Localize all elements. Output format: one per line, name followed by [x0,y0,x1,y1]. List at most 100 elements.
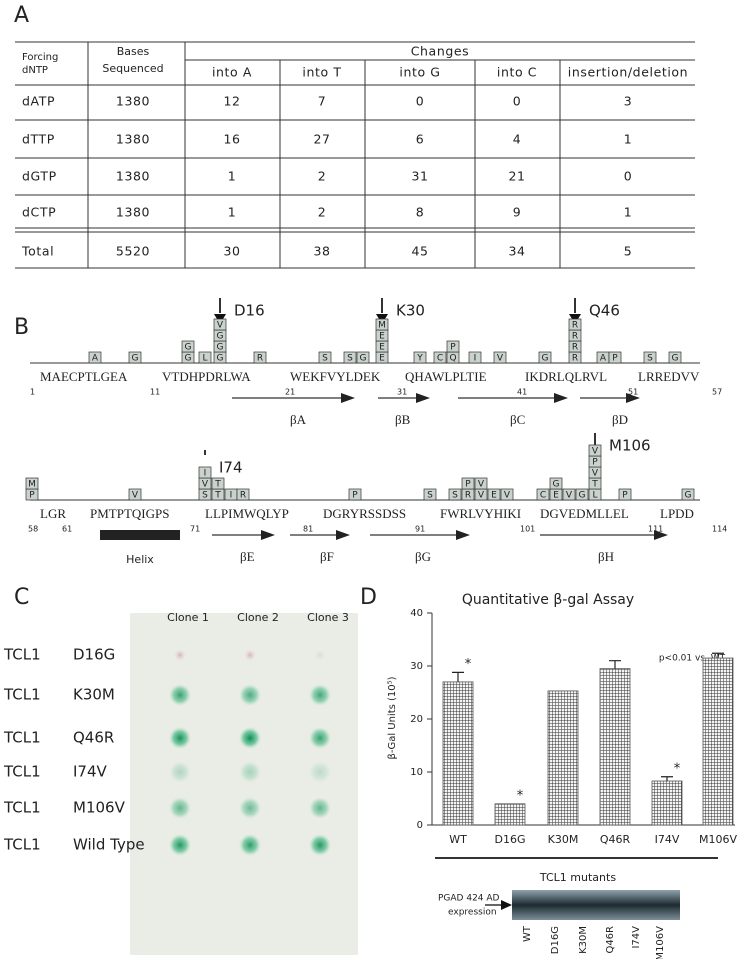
residue-number: 11 [150,388,160,397]
substitution-box [25,477,39,490]
strand-arrowhead [341,393,355,403]
substitution-box [348,488,362,501]
substitution: V [132,491,139,501]
table-cell: 38 [313,244,330,259]
table-cell: 1380 [116,132,150,147]
substitution-box [318,351,332,364]
substitution: V [497,354,504,364]
substitution: A [92,354,99,364]
x-tick-label: Q46R [600,833,631,846]
strand-label: βA [290,412,307,427]
significance: * [465,657,472,672]
table-cell: 3 [624,94,633,109]
sequence: LLPIMWQLYP [205,506,289,521]
lane-label: I74V [631,926,642,949]
sequence: WEKFVYLDEK [290,369,381,384]
substitution: G [217,343,224,353]
panel-label: A [14,3,29,28]
substitution-box [253,351,267,364]
table-cell: 0 [513,94,522,109]
substitution-box [181,340,195,353]
blot-band [512,890,680,920]
helix-label: Helix [126,553,154,566]
y-tick-label: 10 [410,767,423,778]
substitution: Q [449,354,456,364]
substitution-box [446,340,460,353]
colony-spot [309,727,331,749]
substitution-box [618,488,632,501]
chart-title: Quantitative β-gal Assay [462,592,634,608]
substitution-box [128,488,142,501]
substitution: C [540,491,546,501]
substitution: R [572,332,578,342]
mutation-label: K30 [396,302,425,320]
substitution: G [217,332,224,342]
header-cell: Bases [117,45,150,58]
error-bar [661,776,673,782]
mutation-label: D16 [234,302,265,320]
row-label: D16G [73,646,115,664]
substitution: G [185,354,192,364]
substitution-box [562,488,576,501]
mutation-label: I74 [219,459,243,477]
sequence: DGVEDMLLEL [540,506,629,521]
substitution: P [622,491,628,501]
colony-spot [169,834,191,856]
substitution: R [572,321,578,331]
substitution-box [681,488,695,501]
colony-spot [169,761,191,783]
table-cell: Total [21,244,54,259]
header-cell: Forcing [22,52,58,63]
row-label: M106V [73,799,126,817]
substitution: V [202,480,209,490]
sequence: MAECPTLGEA [40,369,128,384]
substitution-box [413,351,427,364]
x-axis-label: TCL1 mutants [539,871,616,884]
colony-spot [309,797,331,819]
table-cell: dTTP [22,132,55,147]
substitution-box [500,488,514,501]
table-cell: 0 [624,169,633,184]
substitution-box [211,477,225,490]
substitution: E [379,332,385,342]
substitution-box [198,466,212,479]
lane-label: Q46R [605,926,616,954]
colony-spot [314,649,326,661]
substitution: E [553,491,559,501]
sequence: DGRYRSSDSS [323,506,406,521]
significance: * [517,788,524,803]
table-cell: 1380 [116,169,150,184]
colony-spot [169,797,191,819]
substitution: C [437,354,443,364]
row-label: Wild Type [73,836,145,854]
substitution: I [204,469,207,479]
y-tick-label: 30 [410,661,423,672]
panel-label: D [360,585,377,610]
header-cell: Changes [411,44,470,59]
blot-label: expression [448,908,497,918]
row-label: I74V [73,763,108,781]
substitution: V [217,321,224,331]
substitution: E [379,343,385,353]
row-label: TCL1 [3,836,41,854]
substitution: G [579,491,586,501]
y-tick-label: 40 [410,608,423,619]
substitution-box [468,351,482,364]
substitution-box [575,488,589,501]
substitution: M [378,321,386,331]
table-cell: 8 [416,205,425,220]
substitution: M [28,480,36,490]
residue-number: 114 [712,525,727,534]
residue-number: 81 [303,525,313,534]
blot-label: PGAD 424 AD [438,894,500,904]
substitution-box [375,318,389,331]
substitution: G [685,491,692,501]
colony-spot [174,649,186,661]
substitution-box [213,318,227,331]
row-label: TCL1 [3,686,41,704]
sequence: VTDHPDRLWA [162,369,251,384]
strand-arrowhead [336,530,350,540]
strand-arrowhead [261,530,275,540]
substitution-box [474,477,488,490]
colony-spot [239,684,261,706]
